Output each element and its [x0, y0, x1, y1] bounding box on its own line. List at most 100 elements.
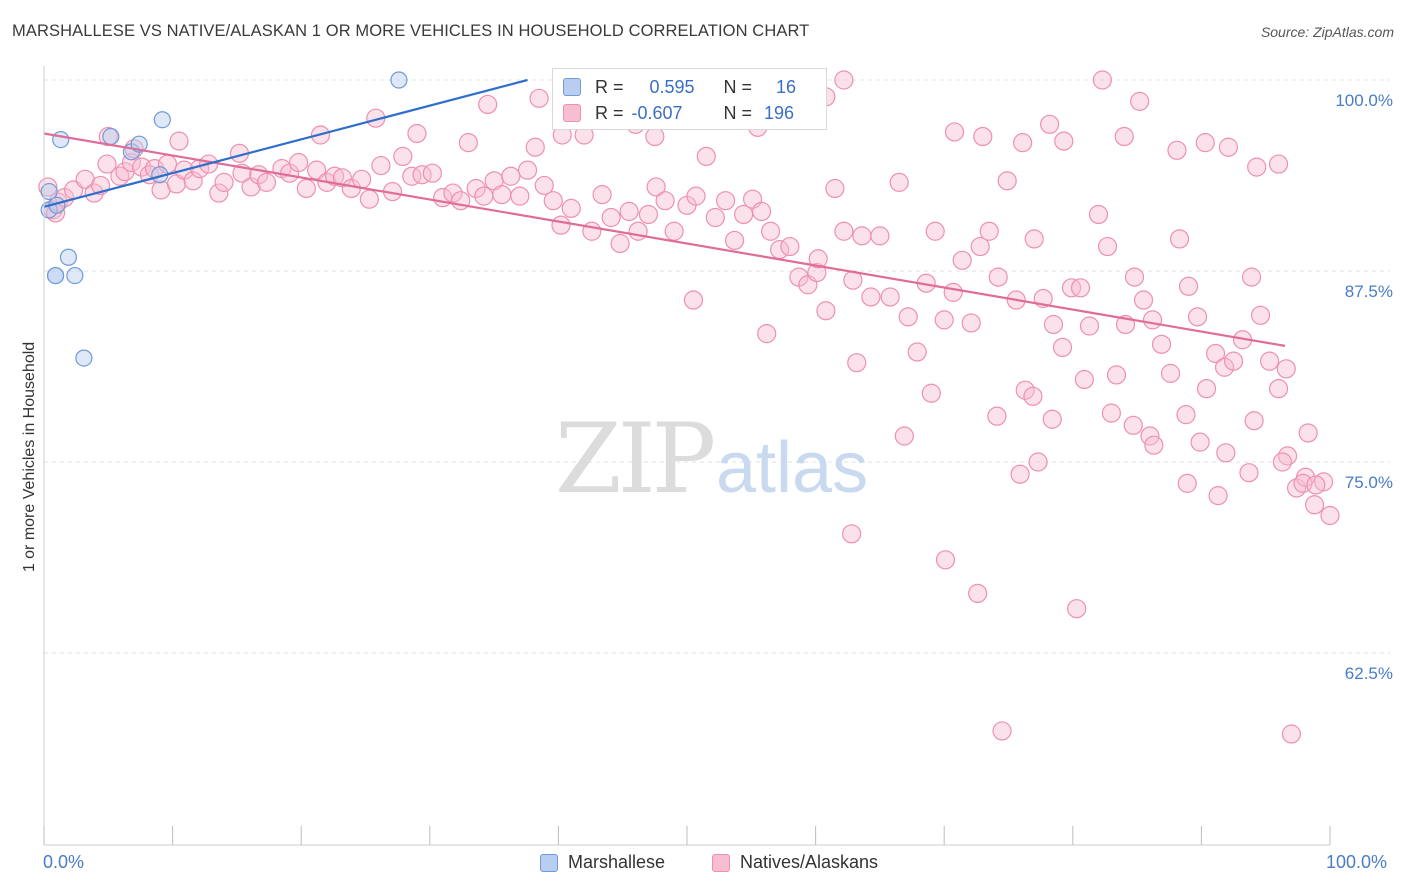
- native-point: [1239, 463, 1259, 483]
- native-point: [1244, 411, 1264, 431]
- native-point: [944, 122, 965, 142]
- native-point: [1160, 363, 1181, 383]
- native-point: [807, 262, 827, 283]
- native-point: [724, 230, 745, 251]
- native-point: [973, 126, 993, 147]
- native-point: [1298, 423, 1318, 443]
- native-point: [751, 201, 772, 222]
- native-point: [825, 178, 845, 199]
- native-point: [510, 186, 530, 206]
- native-point: [715, 191, 736, 211]
- native-point: [1187, 307, 1208, 327]
- native-point: [1042, 409, 1062, 429]
- legend-n-value-native: 196: [764, 102, 795, 123]
- native-point: [997, 171, 1017, 191]
- native-point: [1028, 452, 1048, 472]
- native-point: [861, 287, 881, 307]
- native-point: [870, 226, 890, 246]
- native-point: [686, 186, 706, 206]
- native-point: [551, 215, 571, 235]
- native-point: [646, 177, 666, 197]
- bottom-legend-native: Natives/Alaskans: [712, 852, 878, 873]
- marshallese-point: [59, 248, 78, 266]
- native-point: [601, 207, 621, 228]
- native-point: [1216, 443, 1236, 463]
- native-point: [1223, 351, 1244, 371]
- legend-row-marshallese: R = 0.595 N = 16: [563, 75, 796, 99]
- native-point: [847, 353, 867, 373]
- native-point: [1023, 386, 1043, 406]
- native-points-layer: [38, 70, 1340, 744]
- native-point: [492, 185, 512, 205]
- native-point: [1142, 310, 1163, 330]
- native-point: [1024, 229, 1044, 249]
- native-point: [1123, 415, 1143, 435]
- x-tick-label-max: 100.0%: [1326, 852, 1388, 872]
- native-point: [757, 324, 777, 344]
- stats-legend: R = 0.595 N = 16 R = -0.607 N = 196: [552, 68, 827, 130]
- native-point: [1167, 140, 1187, 160]
- legend-r-value-native: -0.607: [631, 102, 683, 123]
- native-point: [1241, 267, 1262, 287]
- native-point: [834, 70, 854, 90]
- native-point: [352, 169, 372, 189]
- marshallese-point: [75, 349, 93, 367]
- native-point: [968, 583, 988, 604]
- legend-swatch-native: [563, 104, 581, 122]
- native-point: [296, 178, 316, 199]
- native-point: [529, 88, 549, 108]
- marshallese-point: [153, 111, 171, 129]
- native-point: [1010, 464, 1030, 484]
- legend-n-label: N =: [723, 102, 753, 123]
- grid-layer: 62.5% 75.0% 87.5% 100.0%: [44, 79, 1393, 683]
- native-point: [289, 152, 309, 173]
- bottom-legend-swatch-marshallese: [540, 853, 558, 872]
- native-point: [655, 191, 675, 211]
- bottom-legend-label-native: Natives/Alaskans: [740, 852, 879, 872]
- bottom-legend-marshallese: Marshallese: [540, 852, 665, 873]
- native-point: [1092, 70, 1112, 90]
- native-point: [1133, 290, 1154, 310]
- native-point: [1178, 276, 1199, 296]
- native-point: [1070, 278, 1091, 298]
- native-point: [852, 226, 872, 246]
- native-point: [256, 172, 277, 192]
- native-point: [760, 221, 781, 241]
- native-point: [1268, 154, 1289, 174]
- native-point: [97, 154, 117, 174]
- legend-n-label: N =: [723, 76, 753, 97]
- native-point: [1205, 343, 1226, 364]
- native-point: [907, 342, 927, 362]
- legend-r-label: R =: [595, 76, 624, 97]
- native-point: [422, 163, 442, 183]
- native-point: [214, 172, 234, 192]
- native-trend-line: [43, 132, 1286, 347]
- native-point: [1281, 724, 1302, 744]
- native-point: [925, 221, 945, 241]
- native-point: [474, 186, 494, 206]
- native-point: [628, 221, 648, 241]
- native-point: [705, 207, 725, 228]
- native-point: [988, 267, 1008, 287]
- native-point: [1101, 403, 1121, 423]
- legend-r-label: R =: [595, 102, 624, 123]
- native-point: [393, 146, 413, 166]
- native-point: [534, 175, 554, 196]
- native-point: [517, 160, 538, 180]
- native-point: [880, 287, 900, 307]
- legend-swatch-marshallese: [563, 78, 581, 96]
- native-point: [1124, 267, 1145, 287]
- axis-layer: [43, 66, 1331, 846]
- watermark-atlas: atlas: [716, 428, 868, 508]
- trend-layer: [43, 78, 1286, 347]
- native-point: [1151, 334, 1172, 354]
- native-point: [402, 166, 422, 186]
- native-point: [664, 221, 684, 241]
- native-point: [842, 524, 862, 544]
- native-point: [183, 171, 203, 191]
- native-point: [1277, 446, 1298, 466]
- native-point: [610, 233, 630, 254]
- native-point: [592, 185, 612, 205]
- native-point: [1079, 316, 1100, 336]
